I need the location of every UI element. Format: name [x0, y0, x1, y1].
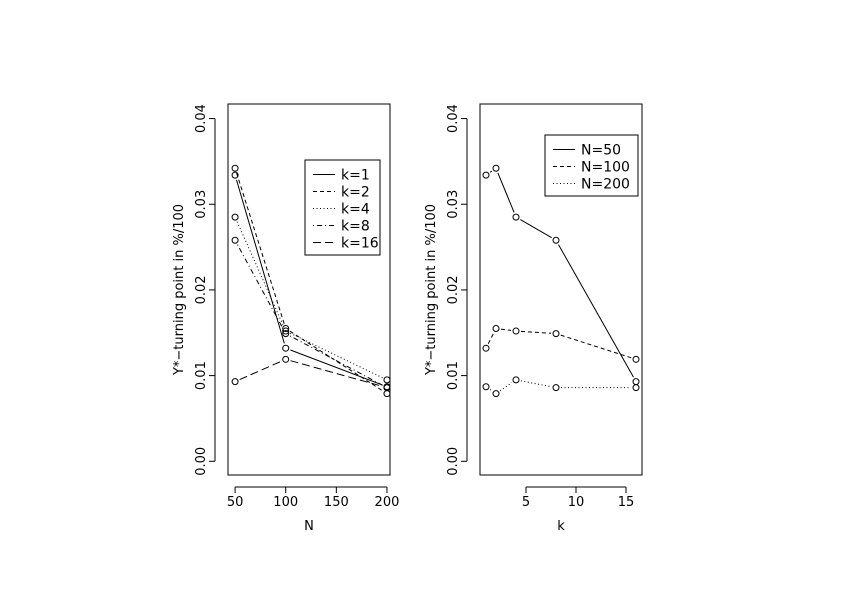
- data-point: [383, 384, 391, 392]
- series-line-segment: [489, 170, 493, 173]
- data-point: [512, 376, 520, 384]
- series-line-segment: [237, 244, 284, 330]
- series-line-segment: [500, 328, 512, 331]
- series-line-segment: [236, 172, 285, 324]
- legend: k=1k=2k=4k=8k=16: [304, 159, 381, 256]
- data-point: [282, 355, 290, 363]
- data-point: [492, 164, 500, 172]
- data-point: [492, 324, 500, 332]
- data-point: [552, 384, 560, 392]
- y-tick-label: 0.01: [446, 361, 461, 390]
- right-panel-k: 0.00 0.01 0.02 0.03 0.04 5 10 15 k Y*−turning poi…: [424, 103, 643, 534]
- data-point: [282, 344, 290, 352]
- series-N=50: [482, 164, 640, 386]
- series-line-segment: [290, 360, 383, 387]
- legend-label: k=2: [341, 185, 370, 201]
- series-line-segment: [489, 389, 493, 392]
- data-point: [512, 213, 520, 221]
- data-point: [282, 324, 290, 332]
- data-point: [632, 355, 640, 363]
- series-line-segment: [520, 219, 552, 239]
- x-tick-label: 100: [273, 495, 298, 510]
- data-point: [282, 330, 290, 338]
- y-tick-label: 0.01: [194, 361, 209, 390]
- series-k=1: [231, 171, 391, 391]
- x-axis-title: k: [557, 519, 565, 534]
- x-tick-label: 10: [568, 495, 585, 510]
- data-point: [552, 330, 560, 338]
- series-line-segment: [558, 244, 634, 378]
- x-tick-label: 150: [324, 495, 349, 510]
- data-point: [231, 213, 239, 221]
- series-line-segment: [560, 334, 632, 359]
- data-point: [282, 327, 290, 335]
- series-k=16: [231, 355, 391, 392]
- y-tick-label: 0.02: [194, 275, 209, 304]
- data-point: [231, 164, 239, 172]
- x-tick-label: 50: [227, 495, 244, 510]
- legend-label: k=4: [341, 202, 370, 218]
- data-point: [482, 383, 490, 391]
- y-tick-label: 0.00: [446, 447, 461, 476]
- data-point: [492, 390, 500, 398]
- x-tick-label: 200: [375, 495, 400, 510]
- series-N=100: [482, 324, 640, 363]
- series-line-segment: [520, 330, 552, 334]
- data-point: [231, 378, 239, 386]
- legend-label: k=16: [341, 236, 379, 252]
- data-point: [552, 236, 560, 244]
- left-panel-n: 0.00 0.01 0.02 0.03 0.04 50 100 150 200 N Y*−turni…: [172, 103, 400, 534]
- plot-frame: [227, 103, 391, 476]
- legend-label: N=200: [581, 177, 630, 193]
- series-line-segment: [499, 382, 513, 392]
- series-line-segment: [289, 330, 384, 392]
- y-tick-label: 0.04: [446, 104, 461, 133]
- series-line-segment: [290, 349, 383, 386]
- legend-box: [544, 134, 639, 197]
- data-point: [632, 384, 640, 392]
- series-line-segment: [487, 332, 495, 344]
- series-line-segment: [289, 335, 383, 386]
- y-axis-title: Y*−turning point in %/100: [172, 204, 187, 376]
- data-point: [482, 171, 490, 179]
- series-line-segment: [239, 360, 282, 381]
- data-point: [383, 376, 391, 384]
- series-line-segment: [497, 172, 515, 213]
- plot-frame: [479, 103, 643, 476]
- legend-label: k=1: [341, 168, 370, 184]
- legend-label: k=8: [341, 219, 370, 235]
- y-tick-label: 0.04: [194, 104, 209, 133]
- x-tick-label: 5: [522, 495, 530, 510]
- y-tick-label: 0.03: [194, 190, 209, 219]
- legend-label: N=50: [581, 143, 621, 159]
- data-point: [482, 344, 490, 352]
- y-tick-label: 0.03: [446, 190, 461, 219]
- x-axis-title: N: [304, 519, 314, 534]
- y-axis-title: Y*−turning point in %/100: [424, 204, 439, 376]
- data-point: [231, 171, 239, 179]
- x-tick-label: 15: [618, 495, 635, 510]
- series-k=4: [231, 213, 391, 384]
- series-line-segment: [236, 179, 285, 344]
- y-tick-label: 0.00: [194, 447, 209, 476]
- legend-box: [304, 159, 381, 256]
- data-point: [512, 327, 520, 335]
- y-tick-label: 0.02: [446, 275, 461, 304]
- series-N=200: [482, 376, 640, 398]
- data-point: [231, 236, 239, 244]
- legend-label: N=100: [581, 160, 630, 176]
